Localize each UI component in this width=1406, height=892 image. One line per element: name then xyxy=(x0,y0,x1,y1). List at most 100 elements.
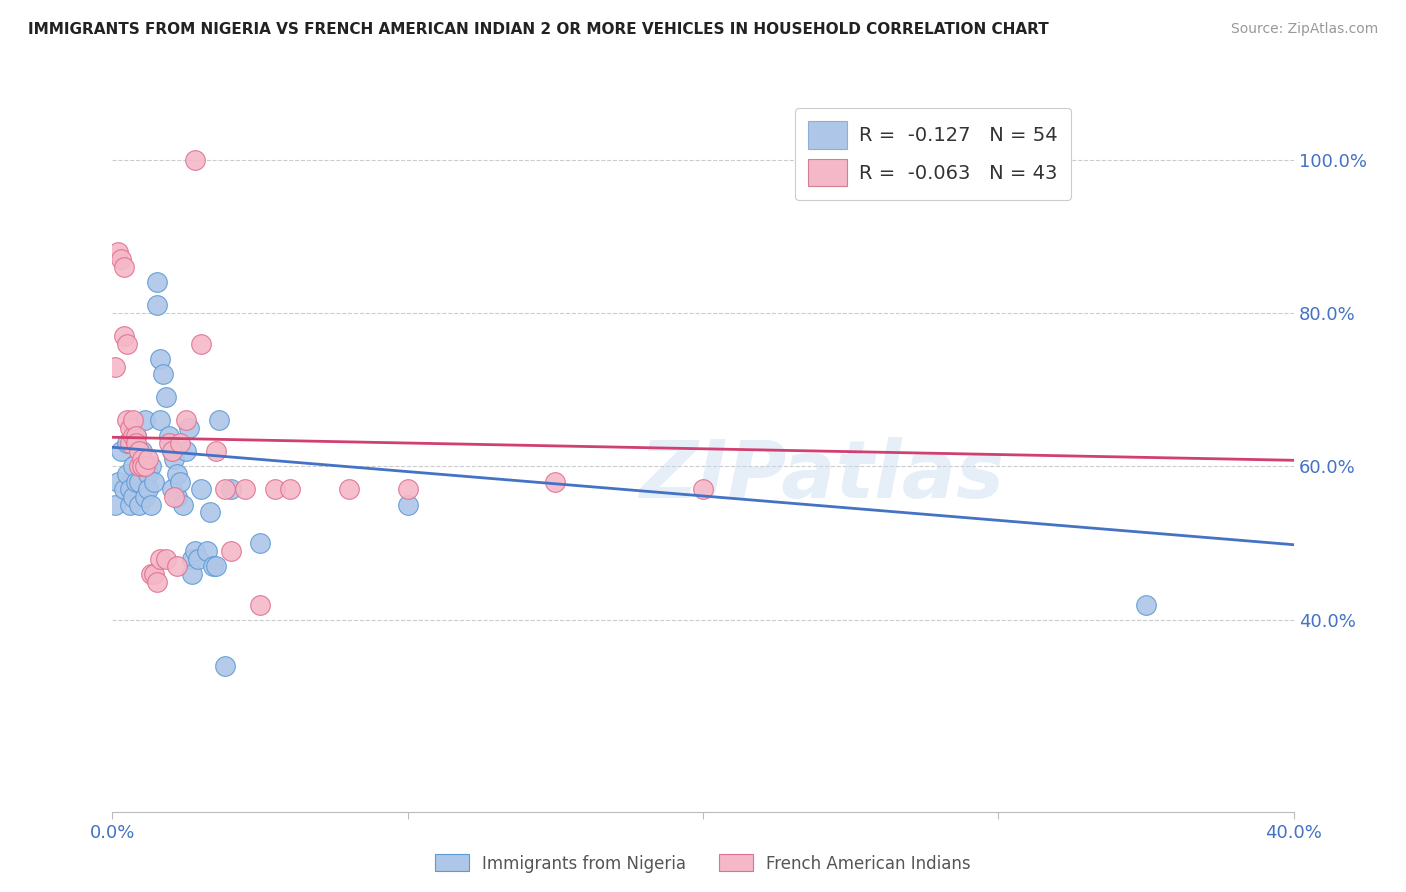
Point xyxy=(163,451,186,466)
Point xyxy=(139,566,162,581)
Point xyxy=(214,659,236,673)
Legend: R =  -0.127   N = 54, R =  -0.063   N = 43: R = -0.127 N = 54, R = -0.063 N = 43 xyxy=(794,108,1071,200)
Point xyxy=(142,475,165,489)
Point xyxy=(122,459,145,474)
Point xyxy=(136,467,159,482)
Point xyxy=(104,498,127,512)
Point xyxy=(128,498,150,512)
Point xyxy=(544,475,567,489)
Point xyxy=(396,483,419,497)
Point xyxy=(112,329,135,343)
Point xyxy=(146,574,169,589)
Point xyxy=(219,483,242,497)
Point xyxy=(166,559,188,574)
Point xyxy=(205,444,228,458)
Point xyxy=(157,436,180,450)
Point xyxy=(149,551,172,566)
Point xyxy=(187,551,209,566)
Point xyxy=(131,444,153,458)
Point xyxy=(131,451,153,466)
Point xyxy=(160,483,183,497)
Point xyxy=(117,436,138,450)
Point xyxy=(692,483,714,497)
Point xyxy=(112,260,135,274)
Point xyxy=(104,359,127,374)
Point xyxy=(120,498,142,512)
Point xyxy=(112,483,135,497)
Point xyxy=(107,475,129,489)
Point xyxy=(128,444,150,458)
Point xyxy=(219,544,242,558)
Point xyxy=(172,498,194,512)
Point xyxy=(117,467,138,482)
Point xyxy=(1135,598,1157,612)
Point xyxy=(208,413,231,427)
Text: IMMIGRANTS FROM NIGERIA VS FRENCH AMERICAN INDIAN 2 OR MORE VEHICLES IN HOUSEHOL: IMMIGRANTS FROM NIGERIA VS FRENCH AMERIC… xyxy=(28,22,1049,37)
Point xyxy=(134,459,156,474)
Point xyxy=(264,483,287,497)
Point xyxy=(125,428,148,442)
Point xyxy=(117,413,138,427)
Text: Source: ZipAtlas.com: Source: ZipAtlas.com xyxy=(1230,22,1378,37)
Point xyxy=(184,544,207,558)
Point xyxy=(337,483,360,497)
Point xyxy=(128,459,150,474)
Point xyxy=(139,459,162,474)
Point xyxy=(131,459,153,474)
Point xyxy=(149,351,172,366)
Point xyxy=(128,475,150,489)
Point xyxy=(278,483,301,497)
Point xyxy=(146,298,169,312)
Point xyxy=(205,559,228,574)
Point xyxy=(174,444,197,458)
Point xyxy=(125,475,148,489)
Point xyxy=(198,506,221,520)
Point xyxy=(166,467,188,482)
Point xyxy=(120,483,142,497)
Point xyxy=(190,336,212,351)
Point xyxy=(179,421,201,435)
Point xyxy=(201,559,224,574)
Point xyxy=(136,483,159,497)
Point xyxy=(174,413,197,427)
Point xyxy=(157,428,180,442)
Point xyxy=(169,475,191,489)
Point xyxy=(122,490,145,504)
Legend: Immigrants from Nigeria, French American Indians: Immigrants from Nigeria, French American… xyxy=(429,847,977,880)
Point xyxy=(149,413,172,427)
Point xyxy=(125,428,148,442)
Point xyxy=(396,498,419,512)
Point xyxy=(152,368,174,382)
Point xyxy=(142,566,165,581)
Point xyxy=(122,413,145,427)
Point xyxy=(181,551,204,566)
Point xyxy=(214,483,236,497)
Point xyxy=(122,428,145,442)
Point xyxy=(160,444,183,458)
Point xyxy=(233,483,256,497)
Point xyxy=(190,483,212,497)
Point xyxy=(131,459,153,474)
Point xyxy=(107,244,129,259)
Point xyxy=(117,336,138,351)
Point xyxy=(125,436,148,450)
Point xyxy=(184,153,207,167)
Point xyxy=(181,566,204,581)
Point xyxy=(195,544,218,558)
Point xyxy=(134,413,156,427)
Point xyxy=(169,436,191,450)
Point xyxy=(136,451,159,466)
Text: ZIPatlas: ZIPatlas xyxy=(638,437,1004,516)
Point xyxy=(249,536,271,550)
Point xyxy=(110,252,132,267)
Point xyxy=(120,436,142,450)
Y-axis label: 2 or more Vehicles in Household: 2 or more Vehicles in Household xyxy=(0,321,8,589)
Point xyxy=(163,490,186,504)
Point xyxy=(155,390,177,404)
Point xyxy=(166,490,188,504)
Point xyxy=(120,421,142,435)
Point xyxy=(146,275,169,289)
Point xyxy=(249,598,271,612)
Point xyxy=(160,444,183,458)
Point xyxy=(139,498,162,512)
